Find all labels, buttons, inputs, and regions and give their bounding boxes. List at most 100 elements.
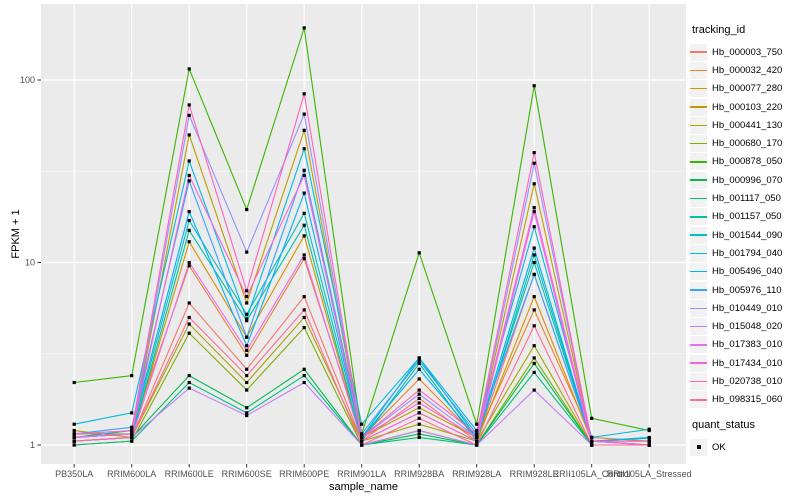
data-point <box>532 344 536 348</box>
data-point <box>72 435 76 440</box>
data-point <box>590 416 594 420</box>
legend-key-line-icon <box>690 197 707 200</box>
legend-item: Hb_020738_010 <box>690 372 798 390</box>
legend-label: OK <box>712 441 726 453</box>
data-point <box>302 234 306 238</box>
data-point <box>647 439 651 443</box>
data-point <box>360 443 364 447</box>
legend: tracking_id Hb_000003_750 Hb_000032_420 Hb… <box>690 24 798 456</box>
data-point <box>187 173 191 178</box>
legend-item: Hb_000003_750 <box>690 43 798 61</box>
data-point <box>302 308 306 312</box>
data-point <box>187 322 191 326</box>
legend-key <box>690 244 707 262</box>
legend-section-quant-status: quant_status OK <box>690 419 798 456</box>
data-point <box>532 308 536 312</box>
data-point <box>417 416 421 420</box>
data-point <box>72 380 76 385</box>
data-point <box>245 250 249 254</box>
legend-label: Hb_015048_020 <box>712 321 783 333</box>
x-axis-title: sample_name <box>328 481 399 493</box>
data-point <box>417 388 421 392</box>
data-point <box>187 159 191 163</box>
data-point <box>72 443 76 447</box>
legend-key-line-icon <box>690 344 707 346</box>
legend-label: Hb_001117_050 <box>712 193 781 205</box>
data-point <box>417 361 421 365</box>
x-tick-label: RRIM928LE <box>510 469 559 479</box>
data-point <box>475 439 479 443</box>
data-point <box>360 422 364 426</box>
data-point <box>187 210 191 214</box>
legend-item: Hb_000077_280 <box>690 80 798 98</box>
legend-key-line-icon <box>690 325 707 328</box>
data-point <box>302 211 306 215</box>
legend-items-quant: OK <box>690 438 798 456</box>
legend-label: Hb_017434_010 <box>712 357 783 369</box>
data-point <box>417 396 421 401</box>
data-point <box>532 161 536 165</box>
data-point <box>532 388 536 392</box>
data-point <box>417 411 421 415</box>
legend-item: Hb_001117_050 <box>690 189 798 208</box>
legend-label: Hb_005496_040 <box>712 266 783 278</box>
legend-label: Hb_098315_060 <box>712 394 783 406</box>
legend-title-quant-status: quant_status <box>692 418 755 431</box>
data-point <box>245 348 249 352</box>
data-point <box>647 435 651 440</box>
data-point <box>302 315 306 320</box>
legend-key-line-icon <box>690 307 707 310</box>
legend-label: Hb_001544_090 <box>712 229 783 241</box>
legend-item: Hb_010449_010 <box>690 299 798 317</box>
legend-label: Hb_000032_420 <box>712 64 783 76</box>
data-point <box>302 173 306 178</box>
legend-item: Hb_000441_130 <box>690 116 798 134</box>
data-point <box>130 432 134 436</box>
legend-key <box>690 299 707 317</box>
x-tick-label: RRIM600PE <box>279 469 329 479</box>
data-point <box>532 295 536 299</box>
legend-label: Hb_005976_110 <box>712 284 782 296</box>
legend-key-line-icon <box>690 51 707 53</box>
x-tick-label: RRII105LA_Control <box>553 469 631 479</box>
legend-key <box>690 80 707 98</box>
legend-key-line-icon <box>690 87 707 90</box>
data-point <box>187 380 191 385</box>
data-point <box>532 272 536 277</box>
legend-key-line-icon <box>690 142 707 145</box>
legend-key-line-icon <box>690 289 707 291</box>
data-point <box>647 427 651 431</box>
data-point <box>302 223 306 227</box>
data-point <box>245 411 249 415</box>
data-point <box>532 324 536 328</box>
data-point <box>360 439 364 443</box>
legend-title-tracking-id: tracking_id <box>692 24 746 36</box>
legend-key <box>690 171 707 189</box>
data-point <box>302 374 306 378</box>
data-point <box>417 392 421 396</box>
data-point <box>590 435 594 440</box>
legend-label: Hb_000996_070 <box>712 174 783 186</box>
legend-key <box>690 372 707 390</box>
data-point <box>302 325 306 330</box>
legend-key <box>690 354 707 372</box>
legend-label: Hb_001157_050 <box>712 211 782 223</box>
legend-key <box>690 135 707 153</box>
legend-items: Hb_000003_750 Hb_000032_420 Hb_000077_280 H… <box>690 43 798 409</box>
legend-key <box>690 43 707 61</box>
y-tick-label: 100 <box>20 75 35 85</box>
data-point <box>187 67 191 71</box>
data-point <box>245 319 249 323</box>
legend-key-line-icon <box>690 380 707 383</box>
legend-item: Hb_005976_110 <box>690 281 798 299</box>
data-point <box>532 356 536 360</box>
data-point <box>187 218 191 223</box>
data-point <box>532 253 536 257</box>
data-point <box>187 240 191 244</box>
legend-label: Hb_010449_010 <box>712 302 783 314</box>
legend-label: Hb_001794_040 <box>712 247 783 259</box>
data-point <box>130 435 134 440</box>
data-point <box>647 443 651 447</box>
data-point <box>417 251 421 255</box>
